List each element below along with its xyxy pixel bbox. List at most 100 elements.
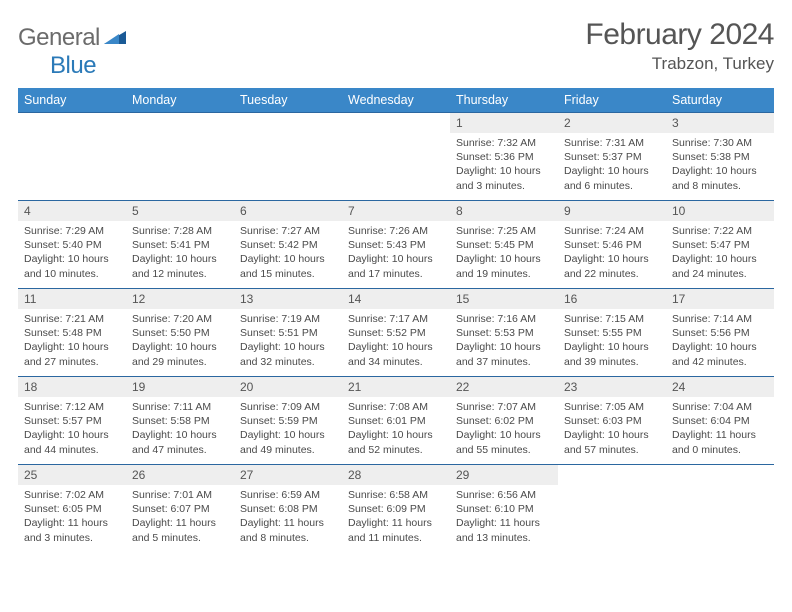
calendar-day-cell: 5Sunrise: 7:28 AMSunset: 5:41 PMDaylight… — [126, 201, 234, 289]
calendar-day-cell: 15Sunrise: 7:16 AMSunset: 5:53 PMDayligh… — [450, 289, 558, 377]
calendar-day-cell: 28Sunrise: 6:58 AMSunset: 6:09 PMDayligh… — [342, 465, 450, 553]
day-number: 19 — [126, 377, 234, 397]
day-number: 25 — [18, 465, 126, 485]
calendar-week-row: 18Sunrise: 7:12 AMSunset: 5:57 PMDayligh… — [18, 377, 774, 465]
day-details: Sunrise: 6:58 AMSunset: 6:09 PMDaylight:… — [342, 485, 450, 551]
logo: General — [18, 18, 128, 52]
calendar-day-cell: 17Sunrise: 7:14 AMSunset: 5:56 PMDayligh… — [666, 289, 774, 377]
calendar-day-cell: 16Sunrise: 7:15 AMSunset: 5:55 PMDayligh… — [558, 289, 666, 377]
day-details: Sunrise: 7:08 AMSunset: 6:01 PMDaylight:… — [342, 397, 450, 463]
day-number: 28 — [342, 465, 450, 485]
day-details: Sunrise: 7:20 AMSunset: 5:50 PMDaylight:… — [126, 309, 234, 375]
calendar-week-row: 11Sunrise: 7:21 AMSunset: 5:48 PMDayligh… — [18, 289, 774, 377]
day-details: Sunrise: 7:09 AMSunset: 5:59 PMDaylight:… — [234, 397, 342, 463]
calendar-day-cell: .. — [342, 113, 450, 201]
calendar-day-cell: 10Sunrise: 7:22 AMSunset: 5:47 PMDayligh… — [666, 201, 774, 289]
calendar-day-cell: 25Sunrise: 7:02 AMSunset: 6:05 PMDayligh… — [18, 465, 126, 553]
day-details: Sunrise: 7:27 AMSunset: 5:42 PMDaylight:… — [234, 221, 342, 287]
calendar-week-row: 4Sunrise: 7:29 AMSunset: 5:40 PMDaylight… — [18, 201, 774, 289]
day-details: Sunrise: 7:30 AMSunset: 5:38 PMDaylight:… — [666, 133, 774, 199]
calendar-day-cell: 2Sunrise: 7:31 AMSunset: 5:37 PMDaylight… — [558, 113, 666, 201]
day-details: Sunrise: 7:24 AMSunset: 5:46 PMDaylight:… — [558, 221, 666, 287]
day-details: Sunrise: 7:22 AMSunset: 5:47 PMDaylight:… — [666, 221, 774, 287]
day-number: 13 — [234, 289, 342, 309]
calendar-day-cell: 6Sunrise: 7:27 AMSunset: 5:42 PMDaylight… — [234, 201, 342, 289]
day-details: Sunrise: 7:25 AMSunset: 5:45 PMDaylight:… — [450, 221, 558, 287]
calendar-day-cell: 13Sunrise: 7:19 AMSunset: 5:51 PMDayligh… — [234, 289, 342, 377]
day-details: Sunrise: 7:19 AMSunset: 5:51 PMDaylight:… — [234, 309, 342, 375]
calendar-day-cell: 14Sunrise: 7:17 AMSunset: 5:52 PMDayligh… — [342, 289, 450, 377]
calendar-day-cell: 24Sunrise: 7:04 AMSunset: 6:04 PMDayligh… — [666, 377, 774, 465]
day-details: Sunrise: 7:11 AMSunset: 5:58 PMDaylight:… — [126, 397, 234, 463]
day-number: 26 — [126, 465, 234, 485]
calendar-day-cell: 27Sunrise: 6:59 AMSunset: 6:08 PMDayligh… — [234, 465, 342, 553]
day-number: 14 — [342, 289, 450, 309]
calendar-week-row: ........1Sunrise: 7:32 AMSunset: 5:36 PM… — [18, 113, 774, 201]
weekday-header: Sunday — [18, 88, 126, 113]
day-number: 12 — [126, 289, 234, 309]
day-details: Sunrise: 7:12 AMSunset: 5:57 PMDaylight:… — [18, 397, 126, 463]
day-number: 22 — [450, 377, 558, 397]
weekday-header: Monday — [126, 88, 234, 113]
day-details: Sunrise: 7:01 AMSunset: 6:07 PMDaylight:… — [126, 485, 234, 551]
day-details: Sunrise: 7:17 AMSunset: 5:52 PMDaylight:… — [342, 309, 450, 375]
calendar-day-cell: 20Sunrise: 7:09 AMSunset: 5:59 PMDayligh… — [234, 377, 342, 465]
calendar-day-cell: 3Sunrise: 7:30 AMSunset: 5:38 PMDaylight… — [666, 113, 774, 201]
day-details: Sunrise: 7:15 AMSunset: 5:55 PMDaylight:… — [558, 309, 666, 375]
day-number: 4 — [18, 201, 126, 221]
day-details: Sunrise: 7:05 AMSunset: 6:03 PMDaylight:… — [558, 397, 666, 463]
calendar-day-cell: 11Sunrise: 7:21 AMSunset: 5:48 PMDayligh… — [18, 289, 126, 377]
calendar-day-cell: 19Sunrise: 7:11 AMSunset: 5:58 PMDayligh… — [126, 377, 234, 465]
day-number: 21 — [342, 377, 450, 397]
day-number: 3 — [666, 113, 774, 133]
calendar-day-cell: 23Sunrise: 7:05 AMSunset: 6:03 PMDayligh… — [558, 377, 666, 465]
calendar-day-cell: 8Sunrise: 7:25 AMSunset: 5:45 PMDaylight… — [450, 201, 558, 289]
day-number: 15 — [450, 289, 558, 309]
day-details: Sunrise: 6:59 AMSunset: 6:08 PMDaylight:… — [234, 485, 342, 551]
logo-text-blue: Blue — [50, 52, 792, 80]
day-number: 10 — [666, 201, 774, 221]
day-number: 17 — [666, 289, 774, 309]
calendar-body: ........1Sunrise: 7:32 AMSunset: 5:36 PM… — [18, 113, 774, 553]
calendar-day-cell: 21Sunrise: 7:08 AMSunset: 6:01 PMDayligh… — [342, 377, 450, 465]
logo-triangle-icon — [104, 28, 126, 49]
logo-text-general: General — [18, 24, 100, 52]
weekday-header: Friday — [558, 88, 666, 113]
calendar-day-cell: .. — [18, 113, 126, 201]
day-details: Sunrise: 7:32 AMSunset: 5:36 PMDaylight:… — [450, 133, 558, 199]
calendar-day-cell: 12Sunrise: 7:20 AMSunset: 5:50 PMDayligh… — [126, 289, 234, 377]
month-title: February 2024 — [585, 18, 774, 52]
calendar-day-cell: 7Sunrise: 7:26 AMSunset: 5:43 PMDaylight… — [342, 201, 450, 289]
day-details: Sunrise: 7:02 AMSunset: 6:05 PMDaylight:… — [18, 485, 126, 551]
weekday-header: Saturday — [666, 88, 774, 113]
day-number: 6 — [234, 201, 342, 221]
day-number: 11 — [18, 289, 126, 309]
day-number: 8 — [450, 201, 558, 221]
day-details: Sunrise: 7:07 AMSunset: 6:02 PMDaylight:… — [450, 397, 558, 463]
day-details: Sunrise: 7:04 AMSunset: 6:04 PMDaylight:… — [666, 397, 774, 463]
calendar-day-cell: .. — [558, 465, 666, 553]
calendar-table: SundayMondayTuesdayWednesdayThursdayFrid… — [18, 88, 774, 553]
day-number: 9 — [558, 201, 666, 221]
day-details: Sunrise: 6:56 AMSunset: 6:10 PMDaylight:… — [450, 485, 558, 551]
day-number: 27 — [234, 465, 342, 485]
calendar-day-cell: 4Sunrise: 7:29 AMSunset: 5:40 PMDaylight… — [18, 201, 126, 289]
day-details: Sunrise: 7:14 AMSunset: 5:56 PMDaylight:… — [666, 309, 774, 375]
calendar-week-row: 25Sunrise: 7:02 AMSunset: 6:05 PMDayligh… — [18, 465, 774, 553]
day-number: 20 — [234, 377, 342, 397]
day-details: Sunrise: 7:21 AMSunset: 5:48 PMDaylight:… — [18, 309, 126, 375]
day-number: 24 — [666, 377, 774, 397]
calendar-day-cell: 9Sunrise: 7:24 AMSunset: 5:46 PMDaylight… — [558, 201, 666, 289]
day-number: 7 — [342, 201, 450, 221]
day-number: 5 — [126, 201, 234, 221]
calendar-day-cell: .. — [234, 113, 342, 201]
day-number: 1 — [450, 113, 558, 133]
weekday-header: Wednesday — [342, 88, 450, 113]
day-number: 16 — [558, 289, 666, 309]
day-number: 29 — [450, 465, 558, 485]
calendar-day-cell: 29Sunrise: 6:56 AMSunset: 6:10 PMDayligh… — [450, 465, 558, 553]
day-number: 2 — [558, 113, 666, 133]
calendar-day-cell: 18Sunrise: 7:12 AMSunset: 5:57 PMDayligh… — [18, 377, 126, 465]
day-number: 18 — [18, 377, 126, 397]
day-details: Sunrise: 7:29 AMSunset: 5:40 PMDaylight:… — [18, 221, 126, 287]
